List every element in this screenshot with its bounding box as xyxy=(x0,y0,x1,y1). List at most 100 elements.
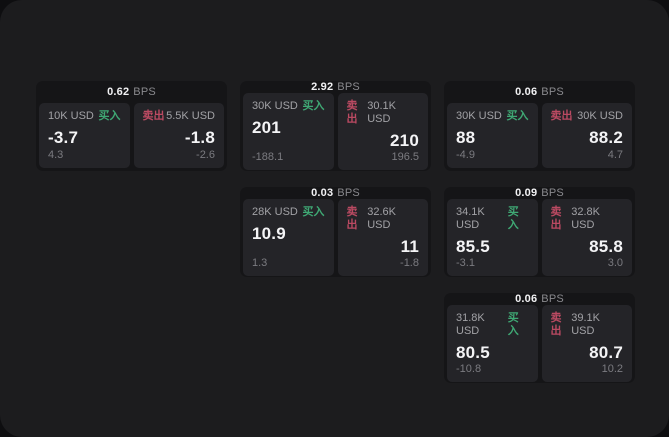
bps-value: 2.92 xyxy=(311,81,334,93)
buy-panel-top: 10K USD 买入 xyxy=(48,110,121,123)
bps-value: 0.09 xyxy=(515,187,538,199)
sell-panel[interactable]: 卖出 30K USD 88.2 4.7 xyxy=(541,103,632,168)
bps-unit-label: BPS xyxy=(133,86,156,98)
sell-price: 80.7 xyxy=(589,343,623,362)
sell-panel-top: 卖出 39.1K USD xyxy=(551,312,624,338)
buy-panel[interactable]: 30K USD 买入 201 -188.1 xyxy=(243,93,334,170)
sell-price: -1.8 xyxy=(184,128,215,147)
card-header: 0.62 BPS xyxy=(39,81,224,103)
sell-panel[interactable]: 卖出 32.8K USD 85.8 3.0 xyxy=(541,199,632,276)
buy-amount: 31.8K USD xyxy=(456,312,485,337)
buy-panel[interactable]: 30K USD 买入 88 -4.9 xyxy=(447,103,538,168)
sell-side-label: 卖出 xyxy=(550,206,562,231)
buy-panel[interactable]: 31.8K USD 买入 80.5 -10.8 xyxy=(447,305,538,382)
card-body: 28K USD 买入 10.9 1.3 卖出 32.6K USD 11 -1.8 xyxy=(243,199,428,276)
card-header: 0.03 BPS xyxy=(243,187,428,199)
sell-delta: 3.0 xyxy=(607,257,623,269)
buy-amount: 34.1K USD xyxy=(456,206,485,231)
sell-amount: 39.1K USD xyxy=(571,312,600,337)
sell-price: 11 xyxy=(400,237,419,256)
quote-card: 0.62 BPS 10K USD 买入 -3.7 4.3 卖出 5.5K USD… xyxy=(36,81,227,171)
buy-amount: 30K USD xyxy=(456,110,502,122)
buy-panel-top: 30K USD 买入 xyxy=(456,110,529,123)
sell-panel[interactable]: 卖出 5.5K USD -1.8 -2.6 xyxy=(133,103,224,168)
buy-panel-top: 31.8K USD 买入 xyxy=(456,312,529,338)
quote-card: 0.06 BPS 30K USD 买入 88 -4.9 卖出 30K USD 8… xyxy=(444,81,635,171)
sell-side-label: 卖出 xyxy=(550,312,562,337)
buy-price: 10.9 xyxy=(252,224,286,243)
buy-delta: -10.8 xyxy=(456,363,482,375)
bps-unit-label: BPS xyxy=(541,86,564,98)
sell-price: 210 xyxy=(390,131,419,150)
sell-price: 88.2 xyxy=(589,128,623,147)
cards-grid: 0.62 BPS 10K USD 买入 -3.7 4.3 卖出 5.5K USD… xyxy=(36,81,635,383)
sell-amount: 32.6K USD xyxy=(367,206,396,231)
buy-delta: -188.1 xyxy=(252,151,284,163)
sell-panel[interactable]: 卖出 39.1K USD 80.7 10.2 xyxy=(541,305,632,382)
sell-amount: 5.5K USD xyxy=(166,110,215,122)
buy-side-label: 买入 xyxy=(507,312,519,337)
sell-side-label: 卖出 xyxy=(346,100,358,125)
bps-unit-label: BPS xyxy=(337,187,360,199)
quote-card: 0.03 BPS 28K USD 买入 10.9 1.3 卖出 32.6K US… xyxy=(240,187,431,277)
sell-panel[interactable]: 卖出 30.1K USD 210 196.5 xyxy=(337,93,428,170)
sell-delta: 4.7 xyxy=(607,149,623,161)
sell-panel-top: 卖出 5.5K USD xyxy=(143,110,216,123)
bps-value: 0.06 xyxy=(515,293,538,305)
quote-card: 0.09 BPS 34.1K USD 买入 85.5 -3.1 卖出 32.8K… xyxy=(444,187,635,277)
sell-amount: 30K USD xyxy=(577,110,623,122)
quote-card: 2.92 BPS 30K USD 买入 201 -188.1 卖出 30.1K … xyxy=(240,81,431,171)
buy-delta: -4.9 xyxy=(456,149,475,161)
sell-delta: -2.6 xyxy=(196,149,215,161)
card-header: 0.06 BPS xyxy=(447,293,632,305)
buy-panel[interactable]: 10K USD 买入 -3.7 4.3 xyxy=(39,103,130,168)
sell-delta: 10.2 xyxy=(601,363,623,375)
card-body: 10K USD 买入 -3.7 4.3 卖出 5.5K USD -1.8 -2.… xyxy=(39,103,224,168)
card-header: 0.09 BPS xyxy=(447,187,632,199)
card-header: 0.06 BPS xyxy=(447,81,632,103)
bps-value: 0.03 xyxy=(311,187,334,199)
sell-panel-top: 卖出 32.8K USD xyxy=(551,206,624,232)
buy-panel-top: 34.1K USD 买入 xyxy=(456,206,529,232)
buy-panel-top: 30K USD 买入 xyxy=(252,100,325,113)
bps-unit-label: BPS xyxy=(541,187,564,199)
buy-side-label: 买入 xyxy=(507,206,519,231)
card-header: 2.92 BPS xyxy=(243,81,428,93)
sell-delta: -1.8 xyxy=(400,257,419,269)
buy-delta: 1.3 xyxy=(252,257,268,269)
buy-panel[interactable]: 28K USD 买入 10.9 1.3 xyxy=(243,199,334,276)
card-body: 31.8K USD 买入 80.5 -10.8 卖出 39.1K USD 80.… xyxy=(447,305,632,382)
sell-amount: 32.8K USD xyxy=(571,206,600,231)
card-body: 30K USD 买入 201 -188.1 卖出 30.1K USD 210 1… xyxy=(243,93,428,170)
buy-delta: 4.3 xyxy=(48,149,64,161)
sell-side-label: 卖出 xyxy=(346,206,358,231)
bps-value: 0.62 xyxy=(107,86,130,98)
buy-price: 80.5 xyxy=(456,343,490,362)
buy-panel[interactable]: 34.1K USD 买入 85.5 -3.1 xyxy=(447,199,538,276)
buy-side-label: 买入 xyxy=(98,110,121,122)
sell-side-label: 卖出 xyxy=(142,110,165,122)
sell-panel-top: 卖出 32.6K USD xyxy=(347,206,420,232)
buy-side-label: 买入 xyxy=(302,206,325,218)
buy-price: 201 xyxy=(252,118,281,137)
sell-delta: 196.5 xyxy=(391,151,419,163)
buy-price: -3.7 xyxy=(48,128,79,147)
sell-panel-top: 卖出 30K USD xyxy=(551,110,624,123)
buy-amount: 28K USD xyxy=(252,206,298,218)
sell-panel-top: 卖出 30.1K USD xyxy=(347,100,420,126)
buy-panel-top: 28K USD 买入 xyxy=(252,206,325,219)
quote-card: 0.06 BPS 31.8K USD 买入 80.5 -10.8 卖出 39.1… xyxy=(444,293,635,383)
card-body: 30K USD 买入 88 -4.9 卖出 30K USD 88.2 4.7 xyxy=(447,103,632,168)
buy-amount: 10K USD xyxy=(48,110,94,122)
bps-unit-label: BPS xyxy=(541,293,564,305)
bps-unit-label: BPS xyxy=(337,81,360,93)
sell-side-label: 卖出 xyxy=(550,110,573,122)
bps-value: 0.06 xyxy=(515,86,538,98)
sell-panel[interactable]: 卖出 32.6K USD 11 -1.8 xyxy=(337,199,428,276)
card-body: 34.1K USD 买入 85.5 -3.1 卖出 32.8K USD 85.8… xyxy=(447,199,632,276)
buy-amount: 30K USD xyxy=(252,100,298,112)
buy-price: 88 xyxy=(456,128,476,147)
sell-amount: 30.1K USD xyxy=(367,100,396,125)
sell-price: 85.8 xyxy=(589,237,623,256)
